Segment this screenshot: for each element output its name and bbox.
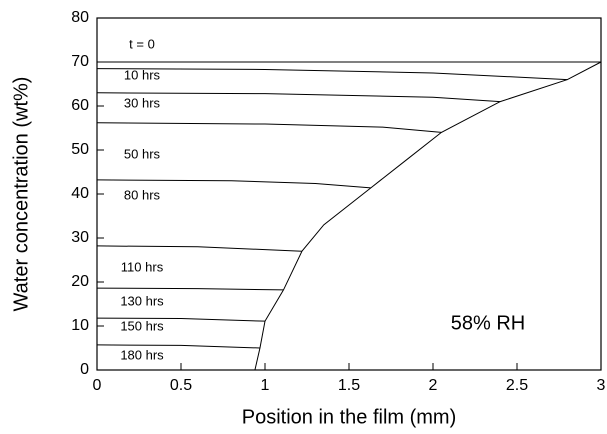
x-tick-label: 2.5 [506,377,528,394]
profile-line [96,245,302,252]
y-tick-label: 60 [71,97,89,114]
profile-line [96,179,371,189]
annotation: 58% RH [451,312,525,334]
profile-line [96,287,284,291]
series-label: 10 hrs [124,67,161,82]
y-tick-label: 70 [71,53,89,70]
series-label: 50 hrs [124,146,161,161]
x-tick-label: 3 [597,377,606,394]
profile-line [96,317,266,322]
profile-line [96,92,501,103]
series-label: 150 hrs [120,318,164,333]
x-tick-label: 2 [429,377,438,394]
series-label: 30 hrs [124,95,161,110]
x-tick-label: 0.5 [170,377,192,394]
y-tick-label: 50 [71,141,89,158]
y-tick-label: 80 [71,9,89,26]
x-tick-label: 0 [93,377,102,394]
front-curve [254,61,602,371]
y-tick-label: 0 [80,361,89,378]
x-tick-label: 1 [261,377,270,394]
x-tick-label: 1.5 [338,377,360,394]
y-tick-label: 40 [71,185,89,202]
x-axis-label: Position in the film (mm) [242,406,457,428]
series-label: 80 hrs [124,187,161,202]
y-tick-label: 10 [71,317,89,334]
profile-line [96,122,442,133]
y-axis-label: Water concentration (wt%) [10,77,32,312]
series-label: 130 hrs [120,293,164,308]
y-tick-label: 30 [71,229,89,246]
profile-line [96,344,260,349]
y-tick-label: 20 [71,273,89,290]
profile-line [96,68,568,81]
series-label: t = 0 [129,36,155,51]
series-label: 110 hrs [121,259,164,274]
series-label: 180 hrs [120,347,164,362]
